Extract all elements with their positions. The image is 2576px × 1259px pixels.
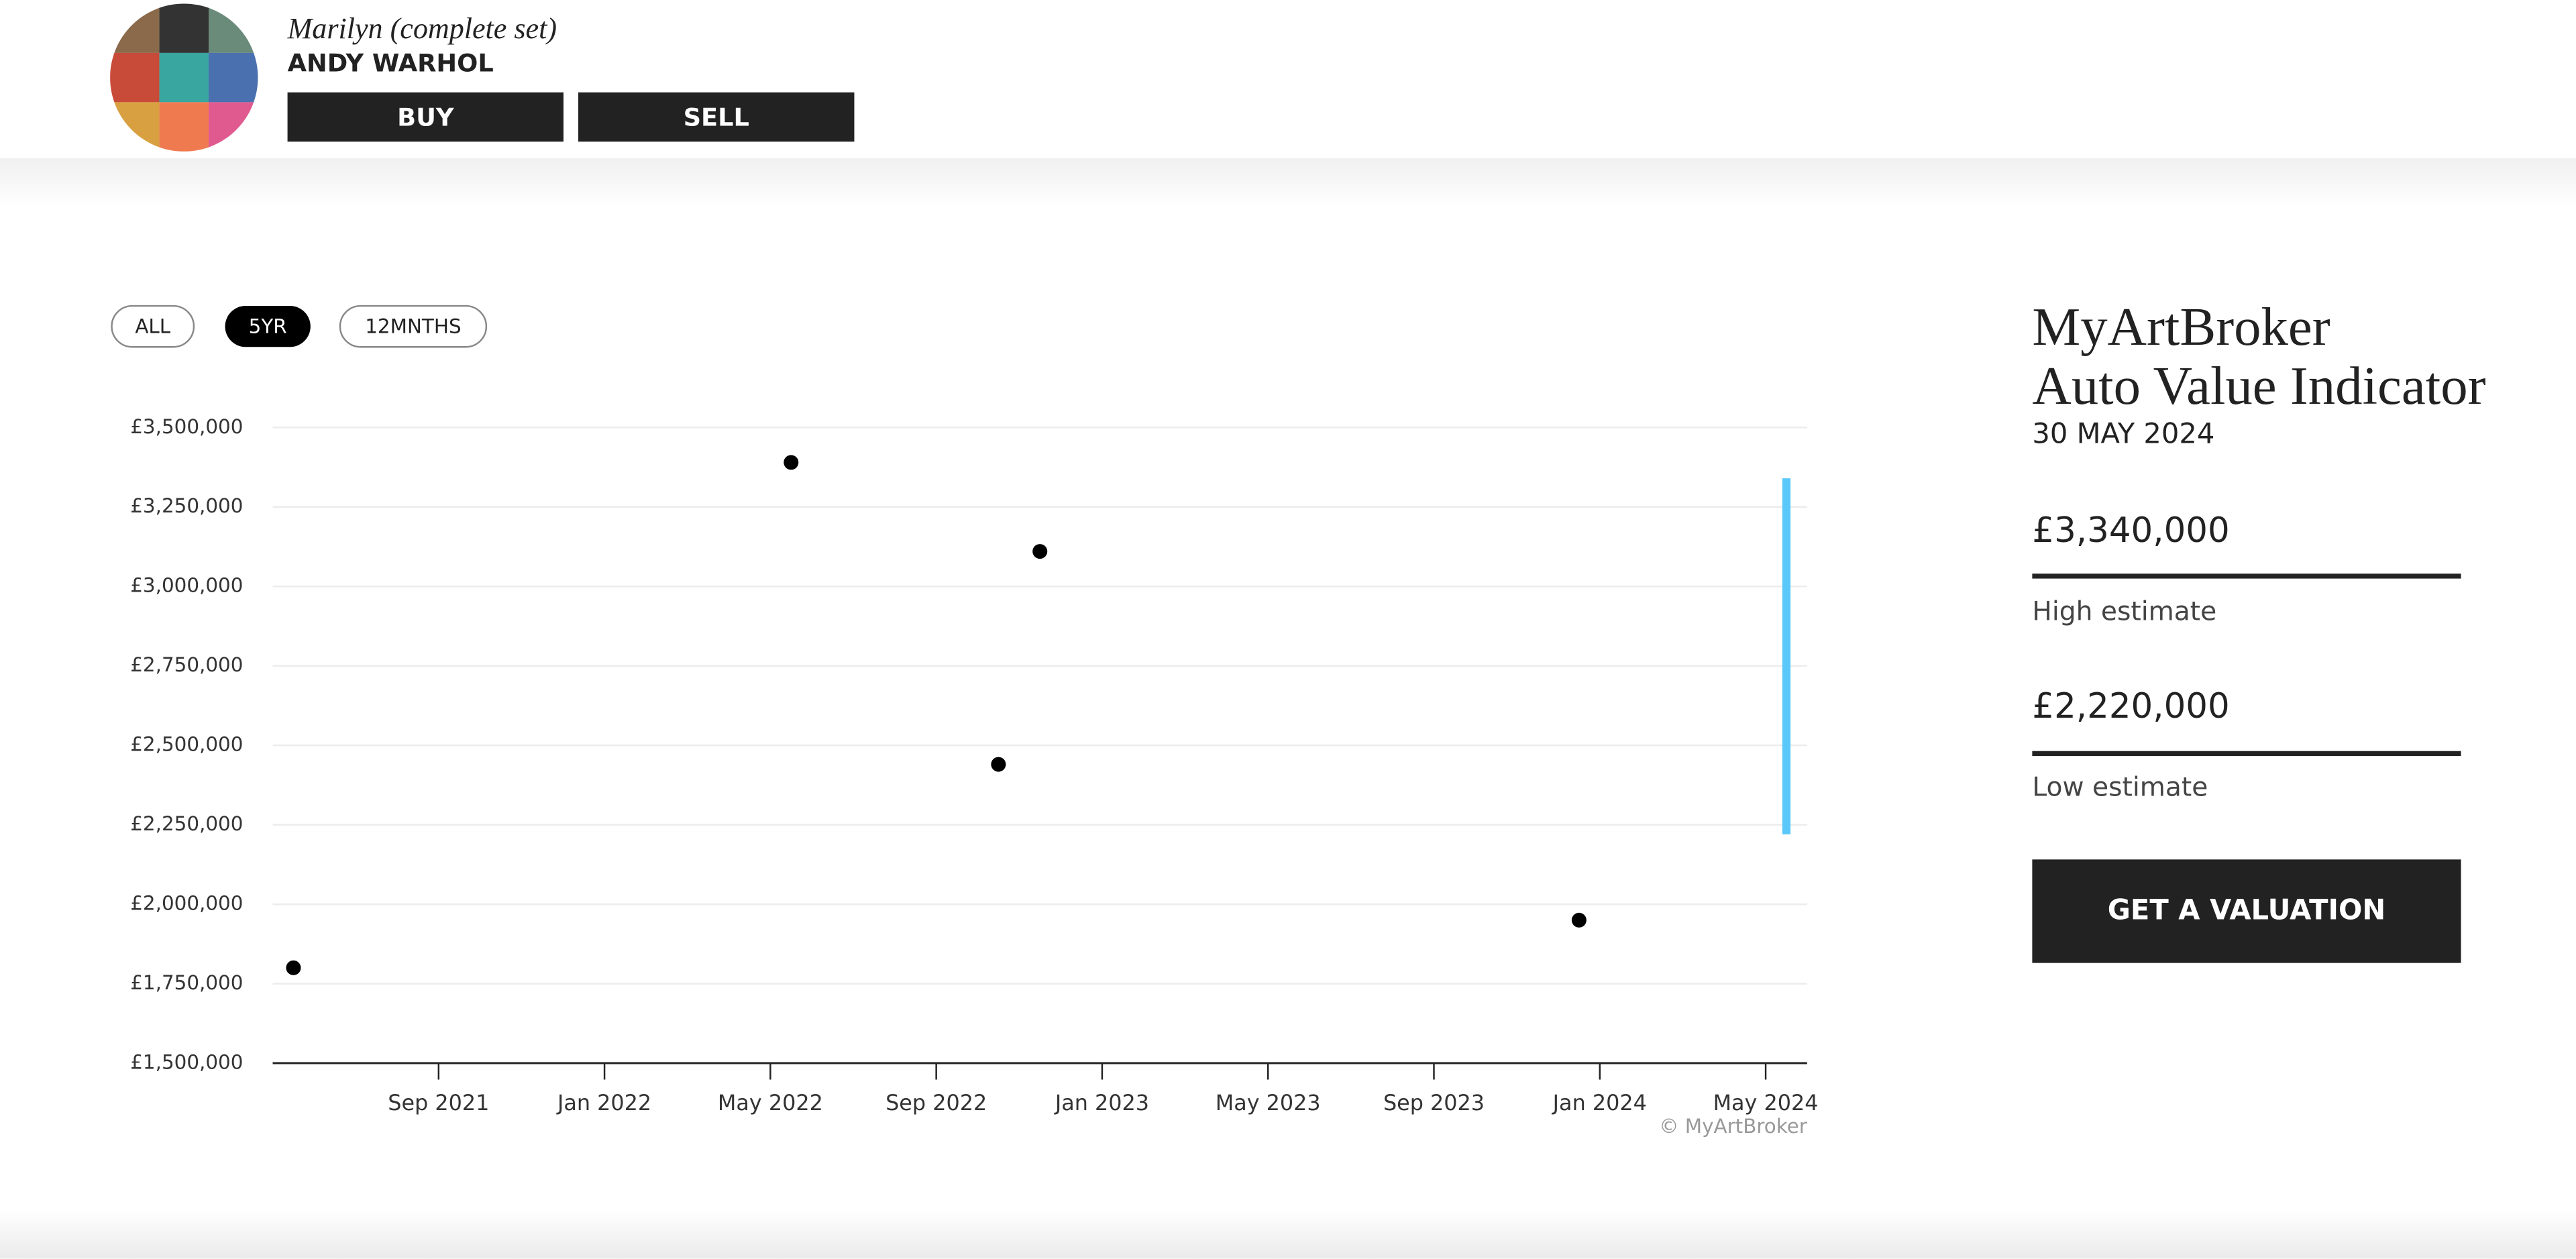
y-tick-label: £2,750,000 [130,653,243,676]
range-5yr-label[interactable]: 5YR [249,315,287,337]
watermark: © MyArtBroker [1659,1115,1808,1138]
range-all-label[interactable]: ALL [135,315,170,337]
range-all[interactable] [111,305,195,348]
high-estimate-value: £3,340,000 [2032,510,2229,551]
low-estimate-value: £2,220,000 [2032,686,2229,726]
panel-brand: MyArtBroker [2032,297,2330,357]
data-point [1571,912,1587,928]
x-tick-label: Sep 2023 [1383,1090,1485,1115]
divider [2032,573,2461,579]
y-tick-label: £1,750,000 [130,971,243,994]
estimate-range [1782,478,1791,834]
y-tick-label: £3,500,000 [130,415,243,438]
artwork-title: Marilyn (complete set) [287,12,557,45]
valuation-label[interactable]: GET A VALUATION [2108,893,2385,926]
panel-subtitle: Auto Value Indicator [2032,356,2485,416]
data-point [1032,544,1048,559]
sell-button[interactable] [578,92,855,142]
x-tick-label: May 2023 [1216,1090,1321,1115]
x-tick-label: May 2024 [1713,1090,1819,1115]
artist-name: ANDY WARHOL [288,49,494,78]
x-tick-label: Sep 2022 [885,1090,987,1115]
chart: £1,500,000 £1,750,000 £2,000,000 £2,250,000… [130,415,1818,1138]
sell-label[interactable]: SELL [684,103,749,131]
artwork-thumbnail [110,3,258,152]
range-12m-label[interactable]: 12MNTHS [365,315,461,337]
data-point [991,757,1006,772]
data-point [784,455,799,470]
valuation-button[interactable] [2032,859,2461,963]
y-tick-label: £1,500,000 [130,1051,243,1074]
panel-date: 30 MAY 2024 [2032,417,2214,450]
x-tick-label: Sep 2021 [388,1090,489,1115]
x-tick-label: Jan 2024 [1552,1090,1647,1115]
range-5yr[interactable] [225,306,311,347]
y-tick-label: £2,500,000 [130,733,243,756]
divider [2032,751,2461,757]
header-shadow [0,158,2576,208]
y-tick-label: £2,000,000 [130,892,243,915]
y-tick-label: £2,250,000 [130,812,243,835]
data-point [286,960,301,975]
low-estimate-label: Low estimate [2032,773,2208,803]
x-tick-label: May 2022 [718,1090,823,1115]
buy-button[interactable] [287,92,564,142]
x-tick-label: Jan 2022 [556,1090,651,1115]
buy-label[interactable]: BUY [397,103,454,131]
range-12m[interactable] [339,305,488,348]
y-tick-label: £3,250,000 [130,494,243,517]
y-tick-label: £3,000,000 [130,574,243,597]
high-estimate-label: High estimate [2032,597,2216,627]
footer-shadow [0,1209,2576,1259]
x-tick-label: Jan 2023 [1054,1090,1149,1115]
